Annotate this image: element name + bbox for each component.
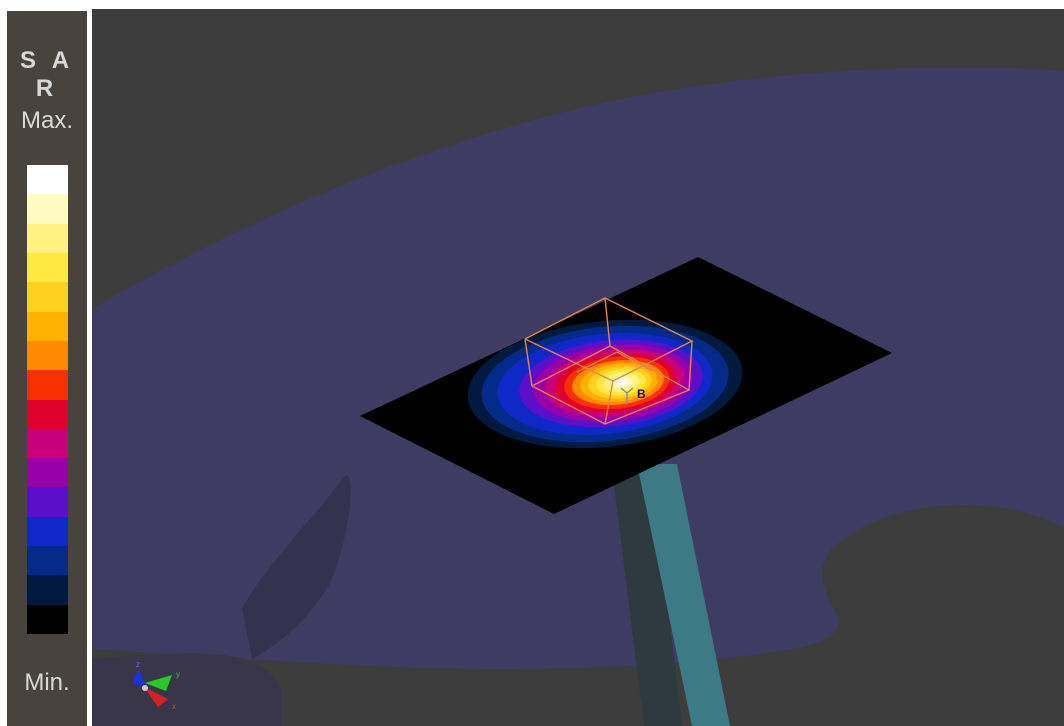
axis-x-label: x <box>172 702 176 711</box>
colorbar-swatch <box>27 604 68 634</box>
colorbar-swatch <box>27 252 68 283</box>
viewport-canvas[interactable]: B x y z <box>92 9 1064 726</box>
sar-colorbar <box>27 165 68 634</box>
sar-title: S A R <box>19 47 75 102</box>
support-stand-shadow <box>612 469 682 726</box>
colorbar-swatch <box>27 165 68 195</box>
phantom-lower-fold <box>92 653 282 726</box>
orientation-axes-widget[interactable]: x y z <box>132 660 180 711</box>
colorbar-swatch <box>27 487 68 517</box>
axis-z-label: z <box>136 660 140 669</box>
phantom-inner-shadow <box>242 475 351 659</box>
probe-label: B <box>637 387 646 401</box>
colorbar-swatch <box>27 428 68 459</box>
axis-z-arrow <box>132 669 146 687</box>
probe-marker <box>620 387 634 405</box>
colorbar-swatch <box>27 458 68 488</box>
axis-y-arrow <box>145 675 172 691</box>
colorbar-swatch <box>27 399 68 429</box>
axis-x-arrow <box>144 687 168 707</box>
colorbar-swatch <box>27 194 68 224</box>
colorbar-swatch <box>27 311 68 341</box>
colorbar-swatch <box>27 546 68 576</box>
3d-viewport[interactable]: B x y z <box>92 9 1064 726</box>
measurement-box <box>524 297 694 425</box>
colorbar-swatch <box>27 370 68 400</box>
colorbar-swatch <box>27 282 68 312</box>
sar-legend-panel: S A R Max. Min. <box>7 11 87 726</box>
max-label: Max. <box>20 107 73 134</box>
support-stand <box>637 464 730 726</box>
sar-contour <box>616 379 627 386</box>
min-label: Min. <box>24 669 70 696</box>
axis-origin <box>142 685 148 691</box>
colorbar-swatch <box>27 575 68 605</box>
colorbar-swatch <box>27 516 68 547</box>
colorbar-swatch <box>27 340 68 371</box>
colorbar-swatch <box>27 223 68 253</box>
axis-y-label: y <box>176 670 180 679</box>
